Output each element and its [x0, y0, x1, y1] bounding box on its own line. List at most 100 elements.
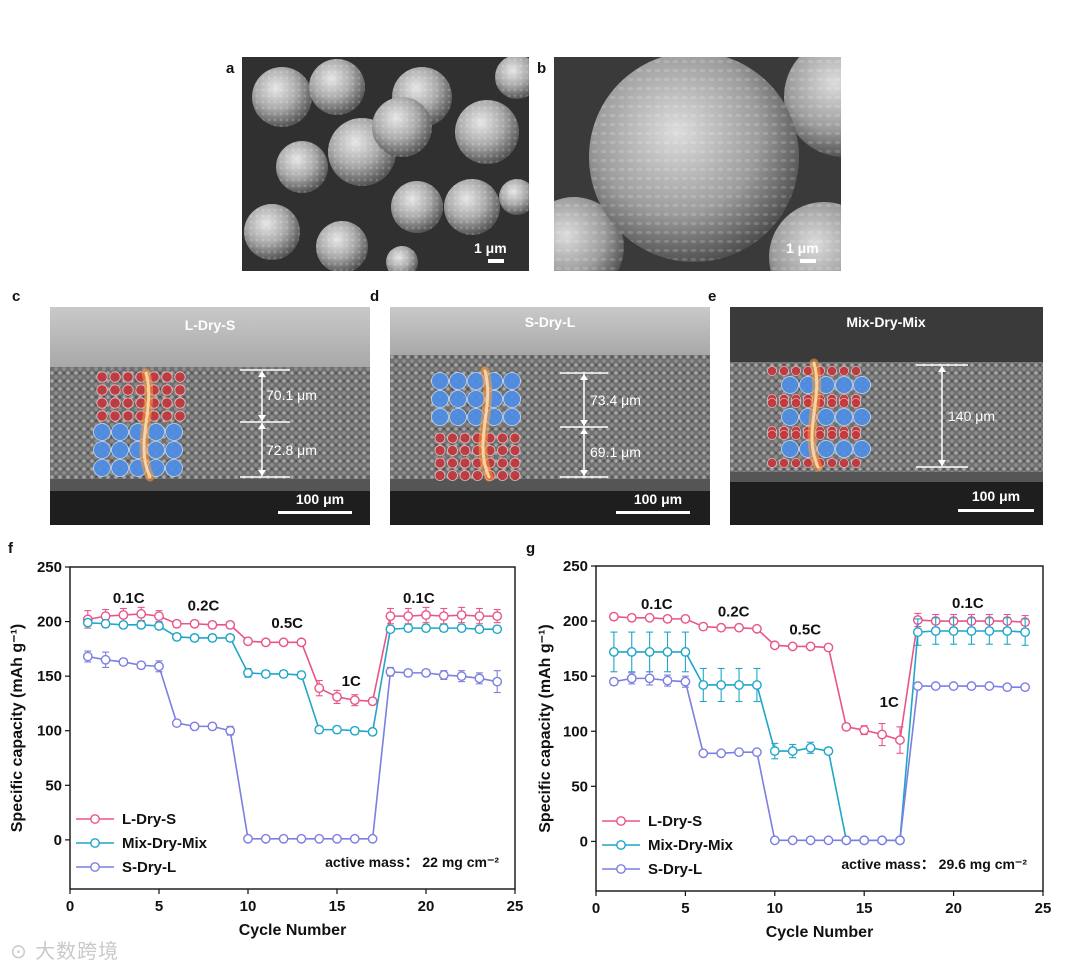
large-particle [111, 423, 129, 441]
data-point [385, 624, 396, 635]
upper-thickness-d: 73.4 μm [590, 392, 641, 408]
data-point [662, 613, 673, 624]
x-axis-label: Cycle Number [766, 924, 874, 941]
scale-bar-e [958, 509, 1034, 512]
data-point [698, 680, 709, 690]
data-point [296, 833, 307, 844]
small-particle [791, 366, 802, 377]
data-point [171, 631, 182, 642]
data-point [136, 660, 147, 671]
data-point [734, 747, 744, 758]
small-particle [122, 371, 134, 383]
small-particle [767, 457, 778, 468]
data-point [608, 647, 619, 657]
large-particle [449, 390, 467, 408]
data-point [752, 680, 762, 690]
data-point [805, 742, 816, 753]
data-point [367, 696, 378, 707]
data-point [243, 636, 253, 647]
active-mass-annotation: active mass： 29.6 mg cm⁻² [841, 856, 1027, 872]
legend-label: S-Dry-L [122, 859, 176, 876]
small-particle [779, 457, 790, 468]
small-particle [161, 384, 173, 396]
x-axis-label: Cycle Number [239, 922, 347, 939]
data-point [100, 654, 111, 665]
y-axis-label: Specific capacity (mAh g⁻¹) [537, 624, 554, 833]
y-tick-label: 100 [37, 723, 62, 740]
large-particle [503, 372, 521, 390]
lower-thickness-d: 69.1 μm [590, 444, 641, 460]
data-point [403, 611, 414, 622]
data-point [966, 626, 977, 636]
small-particle [767, 430, 778, 441]
data-point [787, 746, 798, 756]
legend-label: L-Dry-S [122, 811, 176, 828]
large-particle [853, 408, 871, 426]
large-particle [835, 408, 853, 426]
small-particle [459, 470, 471, 481]
small-particle [109, 384, 121, 396]
data-point [456, 671, 467, 682]
data-point [367, 833, 378, 844]
scale-bar-c [278, 511, 352, 514]
large-particle [111, 459, 129, 477]
small-particle [851, 430, 862, 441]
legend-label: S-Dry-L [648, 861, 702, 878]
y-tick-label: 50 [571, 778, 588, 795]
data-point [243, 667, 253, 678]
small-particle [827, 430, 838, 441]
large-particle [111, 441, 129, 459]
data-point [403, 623, 414, 634]
title-d: S-Dry-L [525, 314, 576, 330]
panel-letter-e: e [708, 288, 717, 305]
y-tick-label: 0 [580, 833, 588, 850]
small-particle [839, 366, 850, 377]
y-tick-label: 150 [563, 668, 588, 685]
flame-core [481, 369, 491, 479]
data-point [243, 833, 253, 844]
small-particle [96, 384, 108, 396]
data-point [734, 680, 744, 690]
large-particle [431, 390, 449, 408]
small-particle [122, 397, 134, 409]
rate-label: 0.2C [718, 604, 750, 621]
panel-letter-f: f [8, 540, 13, 557]
rate-label: 1C [880, 694, 899, 711]
data-point [608, 611, 619, 622]
small-particle [791, 457, 802, 468]
data-point [895, 835, 905, 846]
panel-letter-a: a [226, 60, 235, 77]
small-particle [96, 410, 108, 422]
data-point [154, 611, 164, 622]
rate-label: 0.1C [403, 590, 435, 607]
data-point [314, 724, 325, 735]
data-point [984, 626, 995, 636]
flame-core [142, 371, 152, 479]
particle-diagram-d [431, 366, 521, 482]
data-point [118, 610, 129, 620]
small-particle [791, 398, 802, 409]
rate-label: 0.5C [789, 621, 821, 638]
small-particle [447, 470, 458, 481]
small-particle [434, 457, 446, 469]
data-point [171, 618, 182, 629]
scale-bar-b [800, 259, 816, 263]
data-point [82, 651, 93, 662]
small-particle [459, 432, 471, 444]
data-point [118, 657, 129, 667]
data-point [225, 725, 236, 736]
data-point [877, 835, 887, 846]
small-particle [174, 371, 186, 383]
y-tick-label: 150 [37, 668, 62, 685]
y-tick-label: 0 [54, 832, 62, 849]
data-point [966, 681, 977, 691]
small-particle [497, 470, 508, 481]
data-point [680, 676, 691, 687]
large-particle [853, 440, 871, 458]
small-particle [109, 371, 121, 383]
x-tick-label: 20 [418, 898, 435, 915]
data-point [823, 642, 834, 653]
plot-frame [69, 566, 516, 890]
data-point [438, 670, 449, 680]
small-particle [447, 432, 458, 444]
